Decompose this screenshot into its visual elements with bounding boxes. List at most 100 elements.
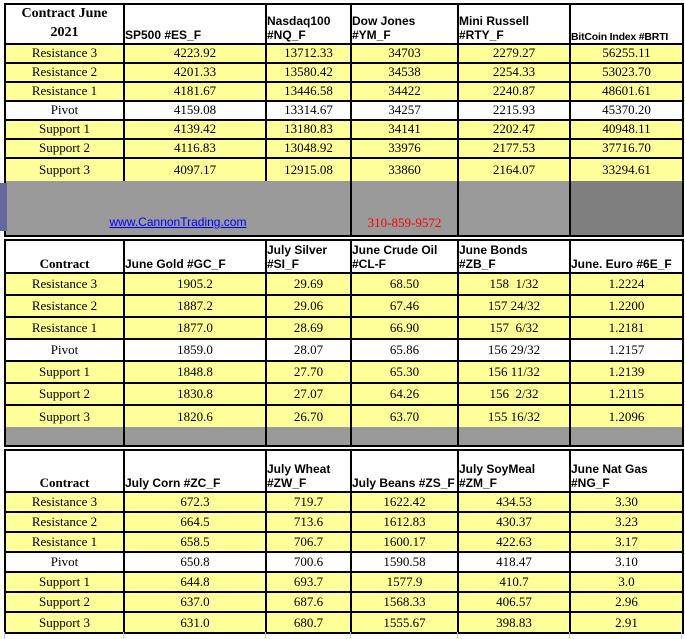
row-label: Resistance 2 [4, 61, 125, 83]
cell-value: 434.53 [457, 491, 571, 513]
sheet-gridline [265, 632, 266, 639]
cell-value: 13180.83 [265, 118, 352, 140]
row-label: Resistance 2 [4, 511, 125, 533]
table-row: Support 2 1830.8 27.07 64.26 156 2/32 1.2115 [4, 382, 684, 406]
table-row: Resistance 1 658.5 706.7 1600.17 422.63 3.17 [4, 531, 684, 553]
cell-value: 34422 [350, 80, 459, 102]
table-row: Resistance 3 672.3 719.7 1622.42 434.53 3.30 [4, 491, 684, 513]
corner-header: Contract June 2021 [4, 3, 125, 45]
band-empty-cell-dark [569, 181, 684, 237]
table-row: Resistance 1 4181.67 13446.58 34422 2240.87 4… [4, 80, 684, 102]
row-label: Pivot [4, 99, 125, 121]
cell-value: 1568.33 [350, 591, 459, 613]
cell-value: 631.0 [123, 611, 267, 634]
phone-number: 310-859-9572 [350, 181, 459, 237]
cell-value: 33294.61 [569, 156, 684, 184]
divider-band [4, 427, 684, 447]
cell-value: 65.30 [350, 360, 459, 384]
table-row: Pivot 650.8 700.6 1590.58 418.47 3.10 [4, 551, 684, 573]
table-row: Pivot 4159.08 13314.67 34257 2215.93 45370.20 [4, 99, 684, 121]
row-label: Resistance 3 [4, 491, 125, 513]
cell-value: 3.17 [569, 531, 684, 553]
column-header-euro: June. Euro #6E_F [569, 239, 684, 274]
column-header-beans: July Beans #ZS_F [350, 449, 459, 493]
cell-value: 158 1/32 [457, 272, 571, 296]
cell-value: 34257 [350, 99, 459, 121]
table-row: Support 2 4116.83 13048.92 33976 2177.53 3771… [4, 137, 684, 159]
table-row: Support 1 1848.8 27.70 65.30 156 11/32 1.2139 [4, 360, 684, 384]
row-label: Support 1 [4, 118, 125, 140]
cell-value: 1.2096 [569, 404, 684, 429]
cell-value: 406.57 [457, 591, 571, 613]
cell-value: 13712.33 [265, 42, 352, 64]
cell-value: 67.46 [350, 294, 459, 318]
cell-value: 1.2115 [569, 382, 684, 406]
table-row: Resistance 2 4201.33 13580.42 34538 2254.33 5… [4, 61, 684, 83]
column-header-soymeal: July SoyMeal #ZM_F [457, 449, 571, 493]
sheet-gridline [350, 632, 351, 639]
cell-value: 637.0 [123, 591, 267, 613]
website-link[interactable]: www.CannonTrading.com [109, 215, 247, 229]
cell-value: 155 16/32 [457, 404, 571, 429]
column-header-bitcoin-index: BitCoin Index #BRTI [569, 3, 684, 45]
cell-value: 13314.67 [265, 99, 352, 121]
cell-value: 29.69 [265, 272, 352, 296]
corner-header: Contract [4, 449, 125, 493]
table-row: Pivot 1859.0 28.07 65.86 156 29/32 1.2157 [4, 338, 684, 362]
cell-value: 4116.83 [123, 137, 267, 159]
cell-value: 1577.9 [350, 571, 459, 593]
row-label: Resistance 1 [4, 316, 125, 340]
pivot-table-grains: Contract July Corn #ZC_F July Wheat #ZW_… [4, 449, 684, 634]
sheet-gridline [569, 632, 570, 639]
column-header-bonds: June Bonds #ZB_F [457, 239, 571, 274]
cell-value: 157 6/32 [457, 316, 571, 340]
header-row: Contract June 2021 SP500 #ES_F Nasdaq100… [4, 3, 684, 45]
row-label: Support 2 [4, 382, 125, 406]
cell-value: 156 29/32 [457, 338, 571, 362]
cell-value: 64.26 [350, 382, 459, 406]
row-label: Support 3 [4, 611, 125, 634]
cell-value: 1.2157 [569, 338, 684, 362]
cell-value: 1830.8 [123, 382, 267, 406]
band-empty-cell [457, 427, 571, 447]
sheet-gridline [123, 632, 124, 639]
cell-value: 34141 [350, 118, 459, 140]
cell-value: 33976 [350, 137, 459, 159]
row-label: Pivot [4, 551, 125, 573]
cell-value: 66.90 [350, 316, 459, 340]
cell-value: 706.7 [265, 531, 352, 553]
row-label: Resistance 3 [4, 272, 125, 296]
cell-value: 3.30 [569, 491, 684, 513]
cell-value: 1590.58 [350, 551, 459, 573]
cell-value: 398.83 [457, 611, 571, 634]
row-label: Support 3 [4, 156, 125, 184]
info-band-row: www.CannonTrading.com 310-859-9572 [4, 181, 684, 237]
cell-value: 2177.53 [457, 137, 571, 159]
cell-value: 1848.8 [123, 360, 267, 384]
column-header-dow-jones: Dow Jones #YM_F [350, 3, 459, 45]
left-accent-strip [0, 183, 7, 231]
cell-value: 28.07 [265, 338, 352, 362]
table-row: Support 3 4097.17 12915.08 33860 2164.07 3329… [4, 156, 684, 184]
row-label: Support 1 [4, 571, 125, 593]
cell-value: 680.7 [265, 611, 352, 634]
cell-value: 2202.47 [457, 118, 571, 140]
cell-value: 28.69 [265, 316, 352, 340]
table-row: Resistance 1 1877.0 28.69 66.90 157 6/32 1.21… [4, 316, 684, 340]
cell-value: 658.5 [123, 531, 267, 553]
column-header-nat-gas: June Nat Gas #NG_F [569, 449, 684, 493]
cell-value: 48601.61 [569, 80, 684, 102]
cell-value: 12915.08 [265, 156, 352, 184]
cell-value: 156 11/32 [457, 360, 571, 384]
cell-value: 34538 [350, 61, 459, 83]
cell-value: 4139.42 [123, 118, 267, 140]
row-label: Support 2 [4, 591, 125, 613]
cell-value: 4159.08 [123, 99, 267, 121]
cell-value: 1600.17 [350, 531, 459, 553]
band-empty-cell [4, 427, 125, 447]
header-row: Contract July Corn #ZC_F July Wheat #ZW_… [4, 449, 684, 493]
row-label: Support 3 [4, 404, 125, 429]
pivot-table-commodities-financials: Contract June Gold #GC_F July Silver #SI… [4, 239, 684, 429]
cell-value: 156 2/32 [457, 382, 571, 406]
